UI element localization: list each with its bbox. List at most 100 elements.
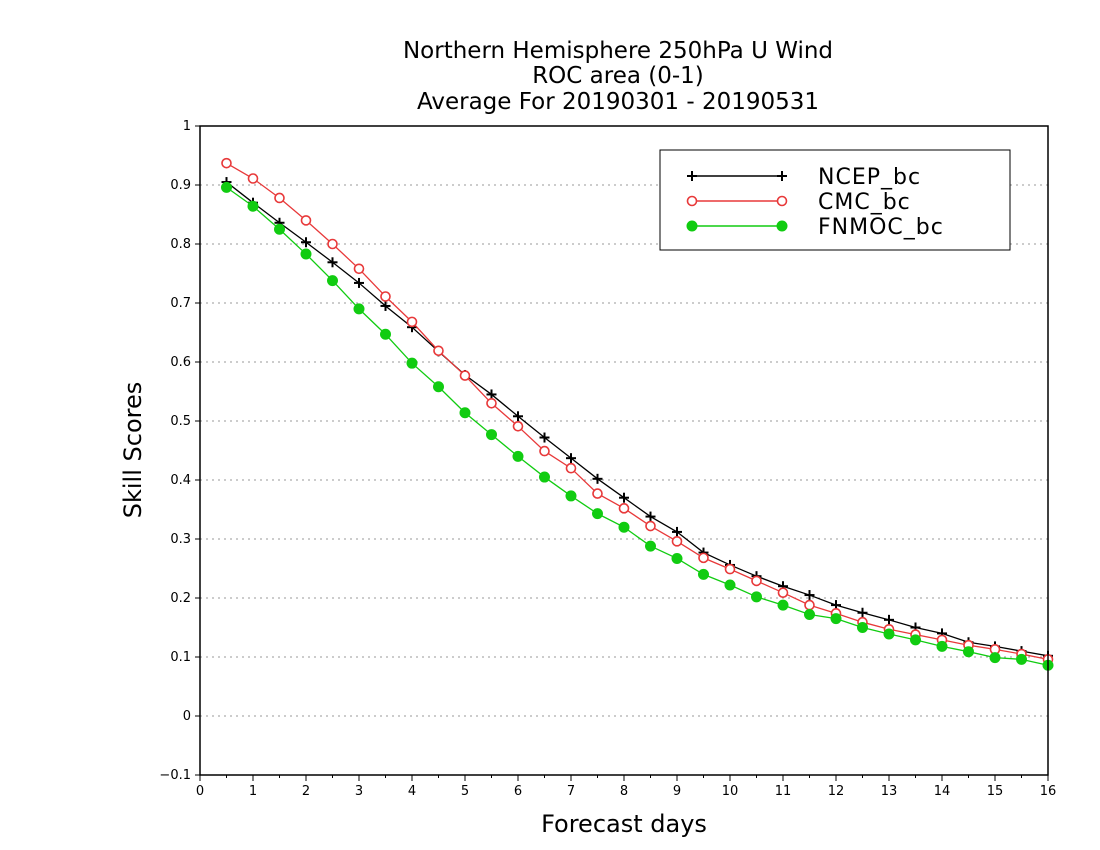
x-tick-label: 9: [673, 784, 681, 799]
data-point-fnmoc-bc: [698, 568, 709, 580]
legend-marker: [687, 171, 697, 181]
y-tick-label: 0.5: [170, 414, 191, 429]
y-tick-label: 0.4: [170, 473, 191, 488]
data-point-cmc-bc: [486, 397, 497, 409]
legend-marker: [777, 171, 787, 181]
data-point-cmc-bc: [777, 587, 789, 598]
legend-entry-fnmoc-bc: FNMOC_bc: [686, 215, 943, 240]
x-tick-label: 1: [249, 784, 257, 799]
x-tick-label: 4: [408, 784, 416, 799]
data-point-fnmoc-bc: [989, 652, 1001, 664]
data-point-fnmoc-bc: [274, 223, 285, 235]
data-point-cmc-bc: [459, 370, 471, 381]
data-point-cmc-bc: [698, 552, 709, 564]
x-tick-label: 7: [567, 784, 575, 799]
data-point-fnmoc-bc: [512, 450, 524, 462]
y-tick-label: 0.6: [170, 355, 191, 370]
data-point-fnmoc-bc: [618, 521, 630, 533]
data-point-cmc-bc: [300, 215, 312, 226]
data-point-ncep-bc: [380, 300, 391, 311]
x-tick-label: 8: [620, 784, 628, 799]
chart-title-line-2: ROC area (0-1): [532, 63, 704, 89]
y-tick-label: 0.2: [170, 591, 191, 606]
data-point-ncep-bc: [566, 453, 576, 464]
data-point-fnmoc-bc: [804, 609, 815, 621]
data-point-fnmoc-bc: [645, 540, 656, 552]
y-axis-label: Skill Scores: [119, 382, 147, 519]
data-point-cmc-bc: [274, 192, 285, 204]
data-point-fnmoc-bc: [777, 599, 789, 611]
data-point-fnmoc-bc: [539, 471, 550, 483]
data-point-cmc-bc: [592, 488, 603, 499]
data-point-fnmoc-bc: [353, 303, 365, 315]
x-tick-label: 13: [881, 784, 898, 799]
data-point-ncep-bc: [301, 237, 311, 248]
data-point-fnmoc-bc: [1016, 653, 1027, 665]
data-point-cmc-bc: [512, 421, 524, 432]
data-point-ncep-bc: [539, 432, 550, 443]
data-point-ncep-bc: [804, 590, 815, 601]
y-tick-label: 0.7: [170, 296, 191, 311]
legend-label-cmc-bc: CMC_bc: [818, 190, 911, 215]
x-tick-label: 11: [775, 784, 792, 799]
data-point-ncep-bc: [884, 614, 894, 625]
x-tick-label: 3: [355, 784, 363, 799]
y-axis-ticks: −0.1 0 0.1 0.2 0.3 0.4 0.5 0.6 0.7 0.8 0.9 1: [159, 119, 200, 783]
data-point-fnmoc-bc: [327, 275, 338, 287]
legend-entry-cmc-bc: CMC_bc: [686, 190, 911, 215]
data-point-cmc-bc: [247, 173, 259, 184]
data-point-fnmoc-bc: [671, 552, 683, 564]
data-point-fnmoc-bc: [406, 357, 418, 369]
series-group: [221, 157, 1054, 671]
x-axis-ticks: 0 1 2 3 4 5 6 7 8 9 10 11 12 13 14 15 16: [196, 775, 1056, 799]
series-fnmoc-bc: [221, 181, 1054, 671]
legend-marker: [686, 220, 698, 232]
y-tick-label: 1: [183, 119, 191, 134]
chart-title-line-1: Northern Hemisphere 250hPa U Wind: [403, 38, 833, 64]
data-point-cmc-bc: [645, 520, 656, 532]
gridlines: [200, 184, 1048, 717]
data-point-fnmoc-bc: [221, 181, 232, 193]
x-axis-label: Forecast days: [541, 810, 707, 838]
data-point-fnmoc-bc: [486, 429, 497, 441]
y-tick-label: 0.1: [170, 650, 191, 665]
data-point-cmc-bc: [724, 563, 736, 575]
data-point-cmc-bc: [406, 316, 418, 328]
data-point-ncep-bc: [327, 257, 338, 268]
legend-marker: [686, 195, 698, 207]
legend-box: [659, 149, 1011, 251]
data-point-fnmoc-bc: [830, 613, 842, 625]
data-point-ncep-bc: [513, 411, 523, 422]
data-point-fnmoc-bc: [380, 328, 391, 340]
legend-marker: [776, 195, 788, 207]
legend-label-ncep-bc: NCEP_bc: [818, 165, 921, 190]
series-line-ncep-bc: [226, 181, 1049, 657]
chart-title-line-3: Average For 20190301 - 20190531: [417, 89, 819, 115]
data-point-cmc-bc: [671, 536, 683, 547]
data-point-ncep-bc: [857, 607, 868, 618]
data-point-cmc-bc: [751, 575, 762, 587]
data-point-fnmoc-bc: [883, 628, 895, 640]
y-tick-label: 0.3: [170, 532, 191, 547]
data-point-fnmoc-bc: [910, 634, 921, 646]
chart-title: Northern Hemisphere 250hPa U Wind ROC ar…: [403, 38, 833, 115]
x-tick-label: 0: [196, 784, 204, 799]
data-point-ncep-bc: [645, 511, 656, 522]
data-point-cmc-bc: [804, 599, 815, 611]
data-point-fnmoc-bc: [459, 407, 471, 419]
y-tick-label: 0.9: [170, 178, 191, 193]
x-tick-label: 6: [514, 784, 522, 799]
x-tick-label: 15: [987, 784, 1004, 799]
data-point-fnmoc-bc: [300, 248, 312, 260]
x-tick-label: 12: [828, 784, 845, 799]
x-tick-label: 5: [461, 784, 469, 799]
data-point-cmc-bc: [221, 157, 232, 169]
data-point-cmc-bc: [433, 345, 444, 357]
data-point-cmc-bc: [380, 291, 391, 302]
data-point-ncep-bc: [486, 389, 497, 400]
legend-entry-ncep-bc: NCEP_bc: [687, 165, 921, 190]
data-point-ncep-bc: [592, 473, 603, 484]
y-tick-label: 0: [183, 709, 191, 724]
